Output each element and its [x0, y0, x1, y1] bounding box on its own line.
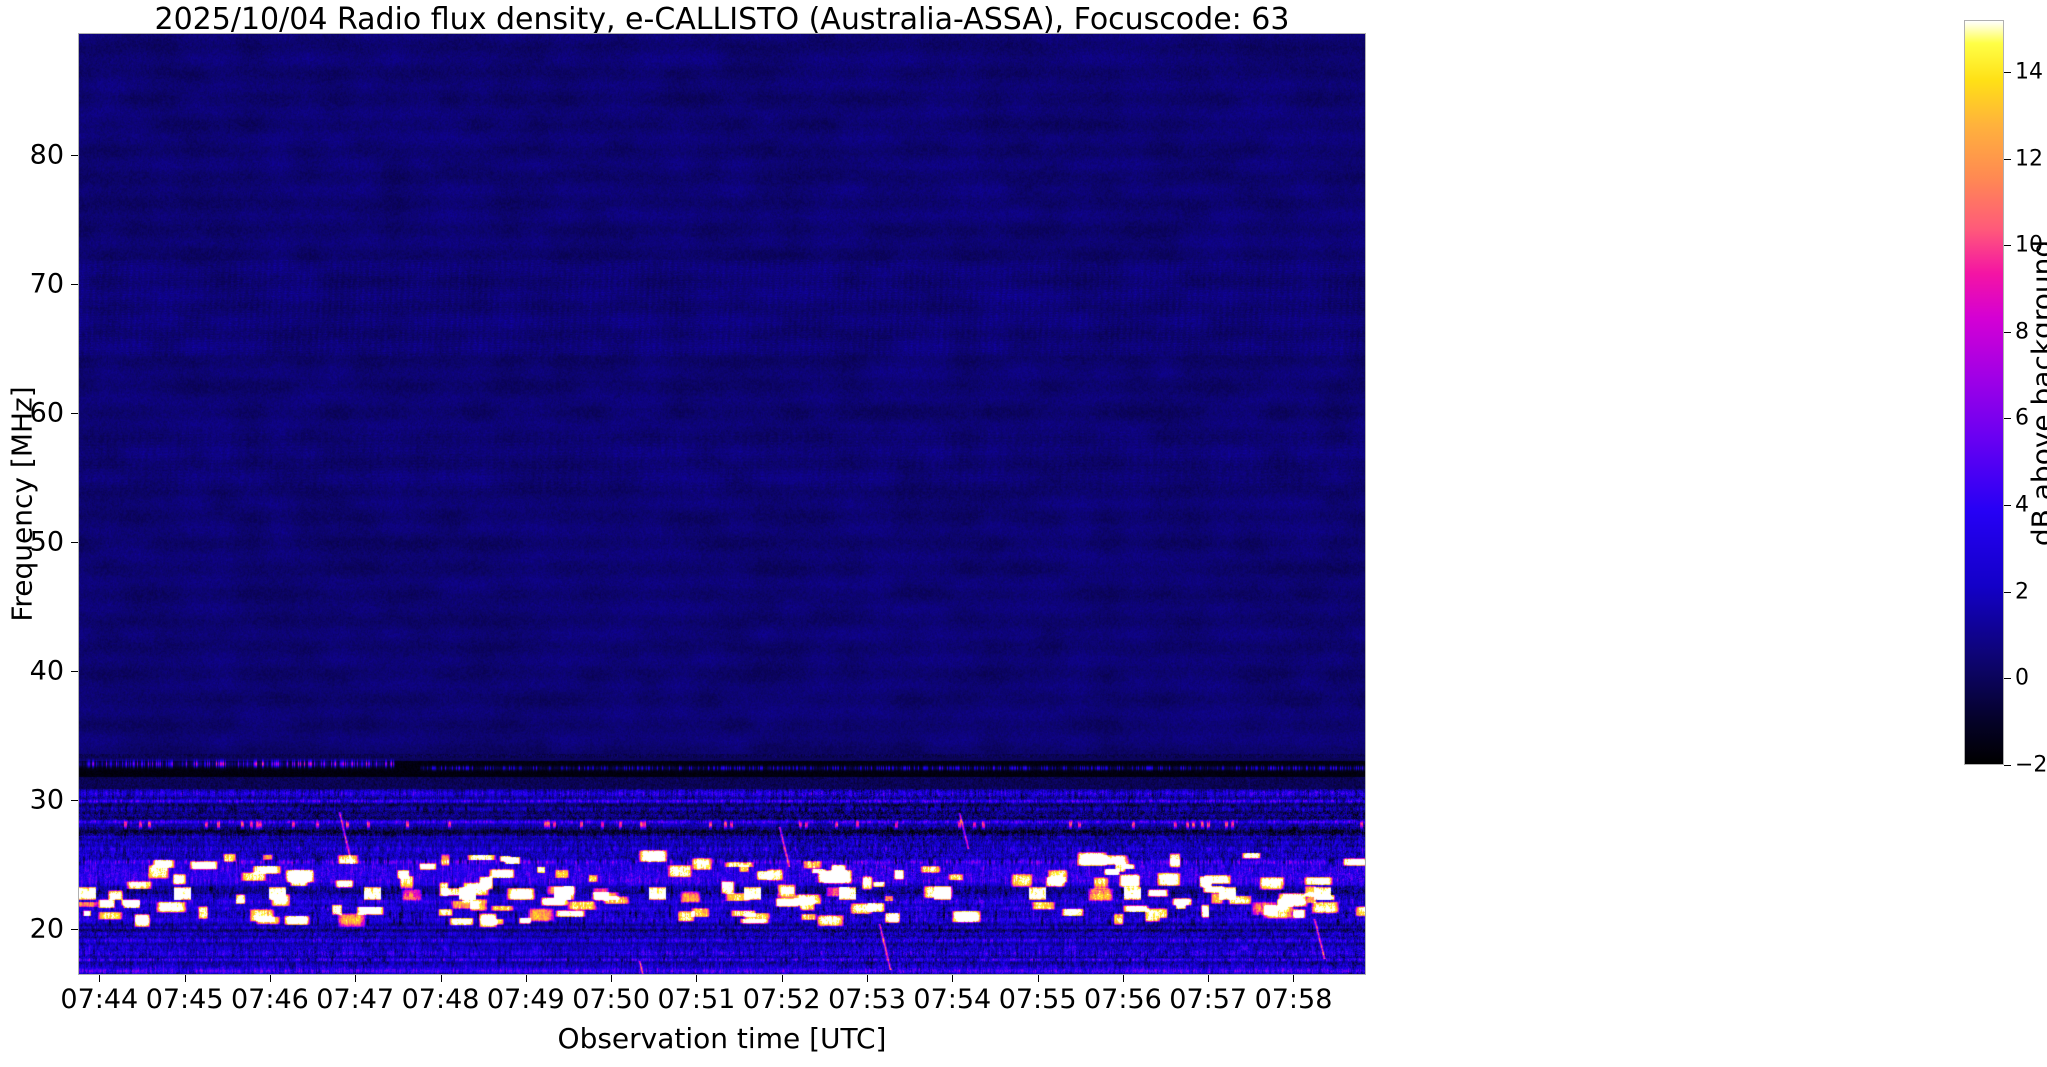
- colorbar-tick-label: 10: [2015, 232, 2043, 258]
- colorbar-tick-label: 4: [2015, 492, 2029, 518]
- x-tick-mark: [1208, 975, 1210, 982]
- spectrogram-image: [79, 34, 1365, 974]
- page-title: 2025/10/04 Radio flux density, e-CALLIST…: [154, 2, 1290, 37]
- x-tick-label: 07:52: [742, 984, 821, 1015]
- colorbar-tick-label: 8: [2015, 319, 2029, 345]
- x-tick-label: 07:50: [572, 984, 651, 1015]
- colorbar-label: dB above background: [2025, 239, 2047, 546]
- colorbar-tick-mark: [2004, 678, 2011, 680]
- x-tick-label: 07:53: [828, 984, 906, 1015]
- y-tick-label: 50: [29, 526, 64, 558]
- x-tick-mark: [184, 975, 186, 982]
- y-tick-mark: [71, 284, 78, 286]
- x-tick-mark: [1037, 975, 1039, 982]
- y-tick-mark: [71, 155, 78, 157]
- x-tick-mark: [611, 975, 613, 982]
- colorbar: [1964, 20, 2004, 765]
- colorbar-tick-mark: [2004, 591, 2011, 593]
- y-tick-mark: [71, 542, 78, 543]
- spectrogram-axes[interactable]: [78, 33, 1366, 975]
- x-tick-label: 07:56: [1083, 984, 1162, 1015]
- x-tick-label: 07:55: [998, 984, 1077, 1015]
- colorbar-tick-mark: [2004, 71, 2011, 73]
- x-tick-label: 07:46: [231, 984, 309, 1015]
- colorbar-tick-label: 6: [2015, 405, 2029, 431]
- x-tick-label: 07:48: [401, 984, 480, 1015]
- y-tick-label: 80: [29, 139, 64, 171]
- x-tick-mark: [1293, 975, 1295, 982]
- x-tick-mark: [952, 975, 954, 982]
- colorbar-tick-mark: [2004, 765, 2011, 766]
- y-tick-label: 20: [29, 913, 64, 945]
- x-tick-label: 07:47: [316, 984, 395, 1015]
- x-tick-label: 07:58: [1254, 984, 1333, 1015]
- x-tick-label: 07:45: [145, 984, 224, 1015]
- x-axis-label: Observation time [UTC]: [557, 1022, 887, 1055]
- x-tick-mark: [867, 975, 868, 982]
- x-tick-mark: [696, 975, 698, 982]
- colorbar-tick-label: 12: [2015, 146, 2043, 172]
- colorbar-tick-label: −2: [2015, 752, 2047, 778]
- colorbar-tick-label: 2: [2015, 579, 2029, 605]
- y-tick-mark: [71, 799, 78, 801]
- colorbar-tick-mark: [2004, 418, 2011, 420]
- x-tick-mark: [355, 975, 357, 982]
- x-tick-mark: [1122, 975, 1124, 982]
- x-tick-label: 07:54: [913, 984, 992, 1015]
- y-tick-mark: [71, 413, 78, 415]
- x-tick-mark: [525, 975, 527, 982]
- colorbar-tick-mark: [2004, 331, 2011, 333]
- x-tick-mark: [269, 975, 271, 982]
- x-tick-mark: [99, 975, 101, 982]
- y-tick-mark: [71, 928, 78, 930]
- y-tick-mark: [71, 670, 78, 672]
- y-tick-label: 60: [29, 397, 64, 429]
- colorbar-tick-label: 0: [2015, 665, 2029, 691]
- colorbar-tick-mark: [2004, 158, 2011, 160]
- y-tick-label: 40: [29, 655, 64, 687]
- colorbar-tick-mark: [2004, 245, 2011, 247]
- x-tick-label: 07:51: [657, 984, 736, 1015]
- x-tick-label: 07:57: [1169, 984, 1248, 1015]
- colorbar-gradient: [1965, 21, 2003, 764]
- y-tick-label: 70: [29, 268, 64, 300]
- colorbar-tick-mark: [2004, 505, 2011, 507]
- x-tick-mark: [781, 975, 783, 982]
- colorbar-tick-label: 14: [2015, 59, 2043, 85]
- x-tick-mark: [440, 975, 442, 982]
- x-tick-label: 07:49: [486, 984, 565, 1015]
- y-tick-label: 30: [29, 784, 64, 816]
- x-tick-label: 07:44: [60, 984, 139, 1015]
